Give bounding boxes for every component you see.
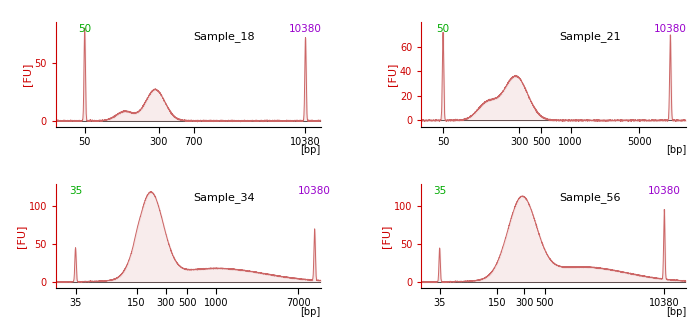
Text: [bp]: [bp] (666, 307, 686, 317)
Text: Sample_56: Sample_56 (559, 192, 620, 203)
Text: [bp]: [bp] (300, 145, 321, 155)
Y-axis label: [FU]: [FU] (381, 224, 391, 248)
Text: 35: 35 (69, 186, 82, 196)
Y-axis label: [FU]: [FU] (22, 63, 32, 86)
Text: [bp]: [bp] (666, 145, 686, 155)
Text: 50: 50 (437, 25, 449, 35)
Text: Sample_21: Sample_21 (559, 31, 621, 42)
Text: 50: 50 (78, 25, 91, 35)
Text: 10380: 10380 (298, 186, 331, 196)
Text: [bp]: [bp] (300, 307, 321, 317)
Text: 10380: 10380 (654, 25, 687, 35)
Text: 10380: 10380 (648, 186, 680, 196)
Text: Sample_18: Sample_18 (194, 31, 256, 42)
Text: 10380: 10380 (289, 25, 322, 35)
Text: 35: 35 (433, 186, 446, 196)
Y-axis label: [FU]: [FU] (16, 224, 26, 248)
Text: Sample_34: Sample_34 (194, 192, 256, 203)
Y-axis label: [FU]: [FU] (387, 63, 397, 86)
